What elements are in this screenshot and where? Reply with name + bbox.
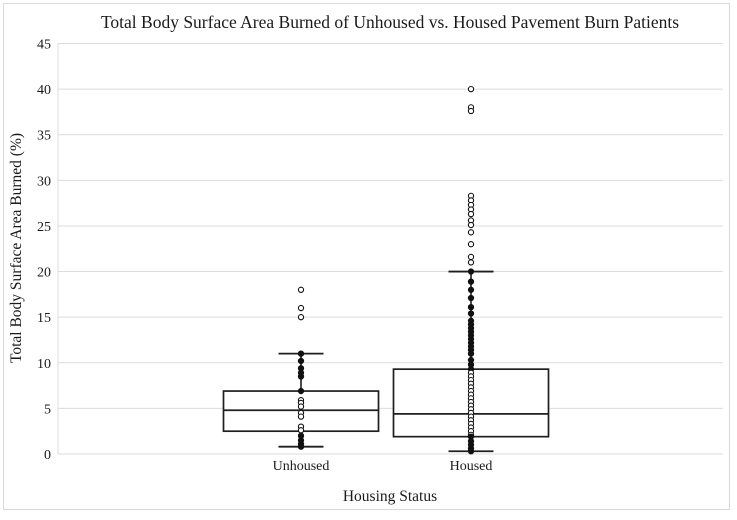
data-point [467,278,475,285]
data-point [467,107,475,115]
y-tick-label: 20 [37,266,51,281]
data-point [467,350,475,357]
y-tick-label: 10 [37,357,51,372]
x-tick-label: Housed [450,459,493,474]
points-unhoused [297,286,305,450]
y-tick-label: 35 [37,129,51,144]
gridlines [57,43,723,455]
data-point [297,357,305,365]
chart-title: Total Body Surface Area Burned of Unhous… [101,12,679,32]
y-tick-label: 25 [37,220,51,235]
x-axis-title: Housing Status [343,488,437,505]
data-point [297,427,305,434]
data-points [297,85,475,455]
data-point [297,304,305,312]
data-point [467,310,475,317]
data-point [297,403,305,410]
data-point [467,241,475,248]
y-tick-label: 30 [37,174,51,189]
figure-outer-border [3,3,730,510]
data-point [467,253,475,261]
y-axis-tick-labels: 0 5 10 15 20 25 30 35 40 45 [37,38,51,464]
data-point [297,373,305,380]
data-point [297,286,305,293]
data-point [467,229,475,236]
points-housed [467,85,475,455]
data-point [297,413,305,420]
y-tick-label: 45 [37,38,51,53]
y-tick-label: 5 [44,402,51,417]
boxplots [222,270,550,453]
data-point [467,259,475,266]
data-point [467,286,475,293]
data-point [467,268,475,275]
data-point [467,85,475,93]
data-point [467,448,475,455]
x-tick-label: Unhoused [273,459,330,474]
x-axis-tick-labels: Unhoused Housed [273,459,493,474]
y-tick-label: 15 [37,311,51,326]
data-point [467,303,475,311]
data-point [297,443,305,450]
y-tick-label: 40 [37,83,51,98]
y-axis-title: Total Body Surface Area Burned (%) [8,133,25,363]
data-point [467,294,475,302]
data-point [297,387,305,395]
data-point [297,314,305,321]
data-point [467,221,475,229]
data-point [467,210,475,218]
data-point [297,350,305,357]
y-tick-label: 0 [44,448,51,463]
